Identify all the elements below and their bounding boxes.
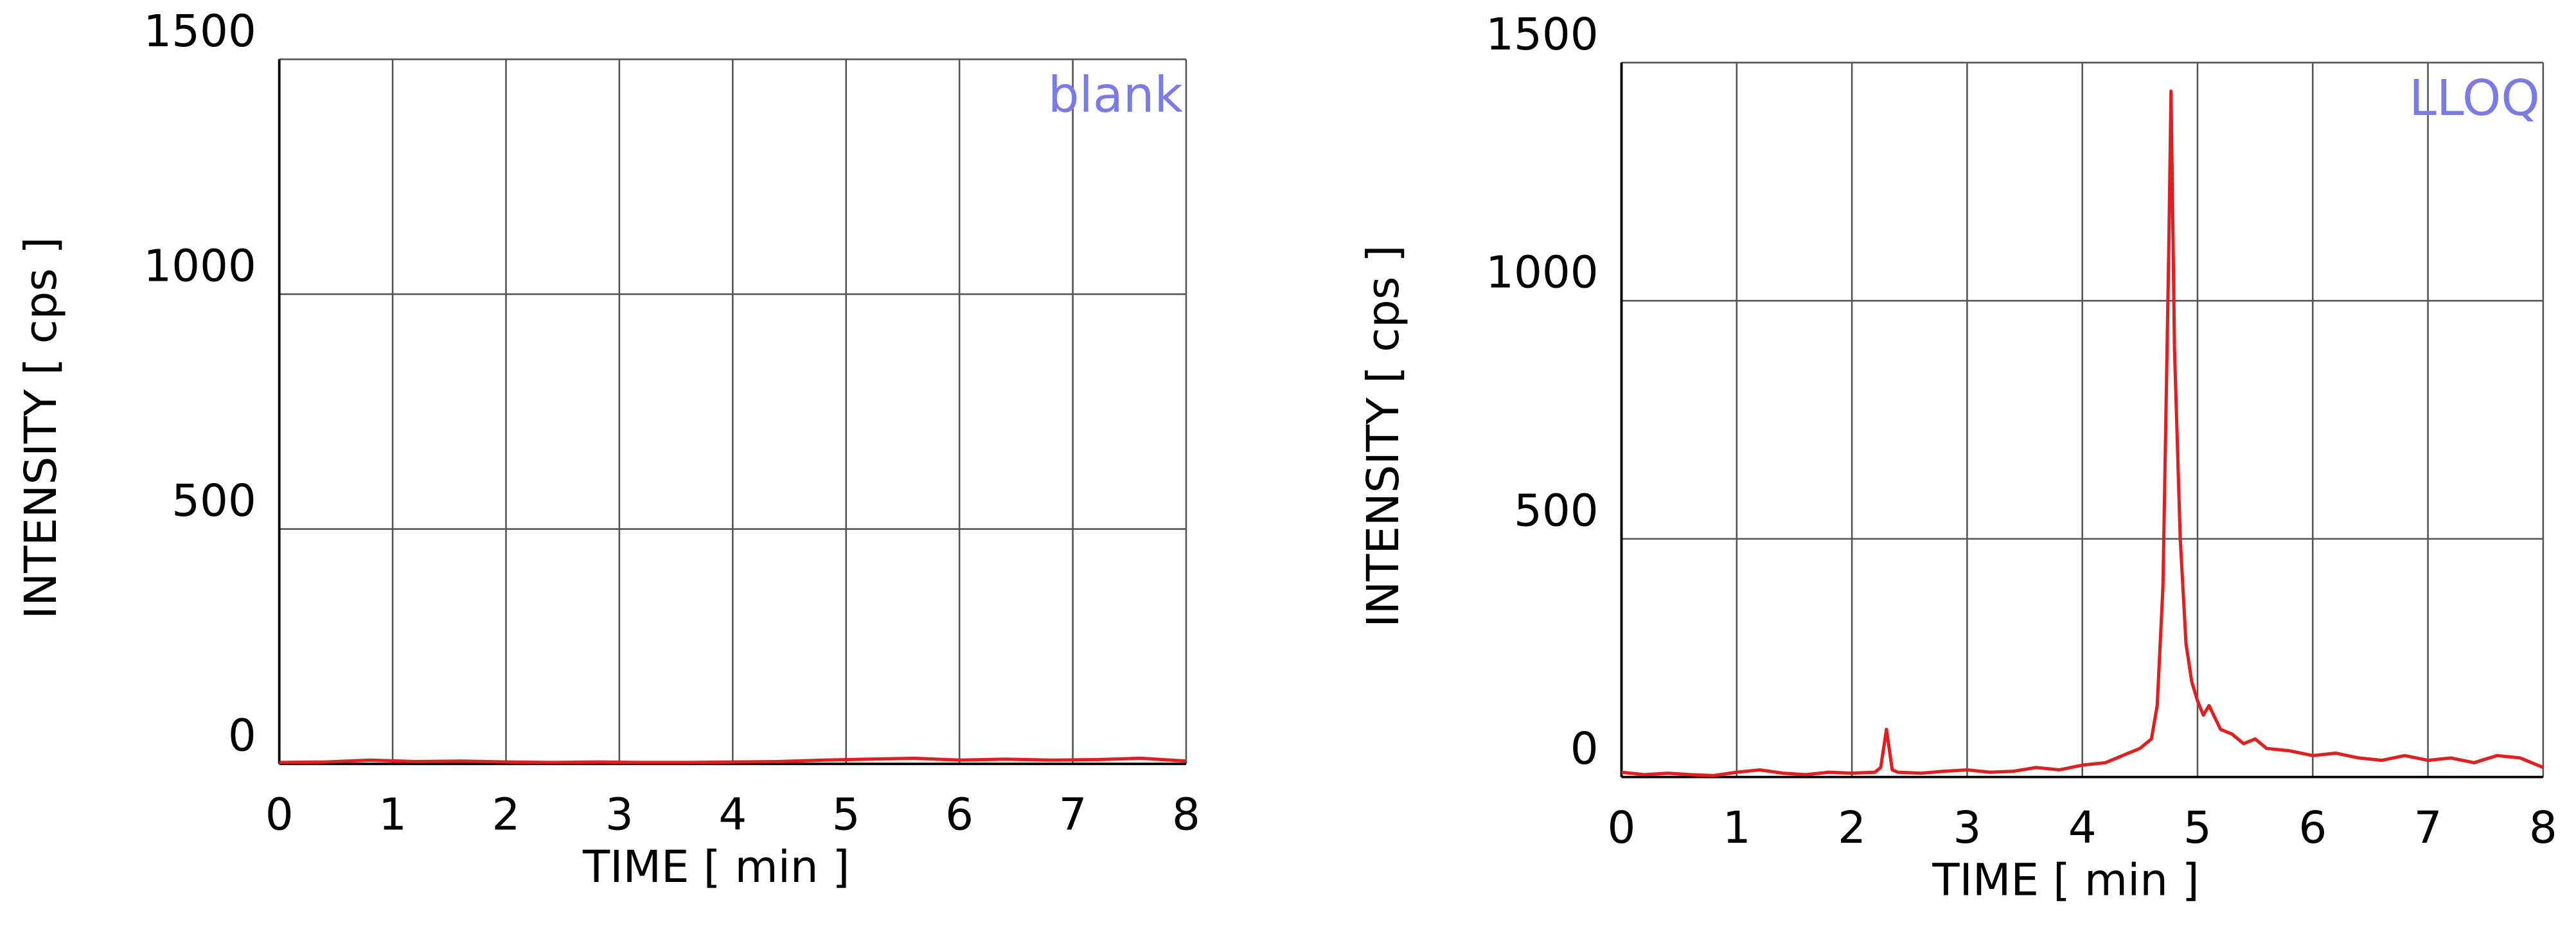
y-tick-label: 0 bbox=[1570, 723, 1599, 775]
y-tick-label: 1000 bbox=[1486, 247, 1599, 299]
y-tick-label: 500 bbox=[172, 475, 256, 527]
y-axis-label: INTENSITY [ cps ] bbox=[15, 237, 67, 619]
y-tick-label: 0 bbox=[228, 710, 256, 762]
x-tick-label: 7 bbox=[1059, 789, 1087, 840]
x-tick-label: 3 bbox=[1953, 802, 1981, 854]
x-tick-label: 6 bbox=[945, 789, 973, 840]
chart: 0 500 1000 1500 0 1 2 3 4 5 6 7 8 blank TIME [ min ] IN… bbox=[15, 6, 1200, 893]
y-tick-label: 1500 bbox=[1486, 9, 1599, 60]
x-axis-label: TIME [ min ] bbox=[1932, 855, 2199, 906]
x-tick-label: 2 bbox=[492, 789, 520, 840]
x-tick-label: 0 bbox=[265, 789, 294, 840]
x-tick-label: 5 bbox=[832, 789, 860, 840]
x-tick-label: 1 bbox=[378, 789, 407, 840]
y-tick-label: 500 bbox=[1514, 485, 1599, 536]
data-line bbox=[279, 756, 1187, 764]
x-tick-label: 7 bbox=[2414, 802, 2442, 854]
x-tick-label: 3 bbox=[605, 789, 634, 840]
x-tick-label: 8 bbox=[2529, 802, 2557, 854]
x-tick-label: 2 bbox=[1838, 802, 1866, 854]
y-axis-label: INTENSITY [ cps ] bbox=[1358, 245, 1409, 627]
x-tick-label: 8 bbox=[1172, 789, 1200, 840]
annotation: LLOQ bbox=[2409, 70, 2539, 127]
y-tick-label: 1000 bbox=[143, 240, 256, 292]
x-tick-label: 5 bbox=[2183, 802, 2212, 854]
x-tick-label: 0 bbox=[1608, 802, 1636, 854]
data-line bbox=[1621, 89, 2544, 777]
x-tick-label: 1 bbox=[1723, 802, 1751, 854]
x-axis-label: TIME [ min ] bbox=[582, 841, 849, 893]
y-tick-label: 1500 bbox=[143, 6, 256, 57]
annotation: blank bbox=[1048, 67, 1184, 124]
chart: 0 500 1000 1500 0 1 2 3 4 5 6 7 8 LLOQ TIME [ min ] INT… bbox=[1358, 9, 2557, 906]
x-tick-label: 6 bbox=[2298, 802, 2327, 854]
x-tick-label: 4 bbox=[718, 789, 747, 840]
x-tick-label: 4 bbox=[2068, 802, 2097, 854]
